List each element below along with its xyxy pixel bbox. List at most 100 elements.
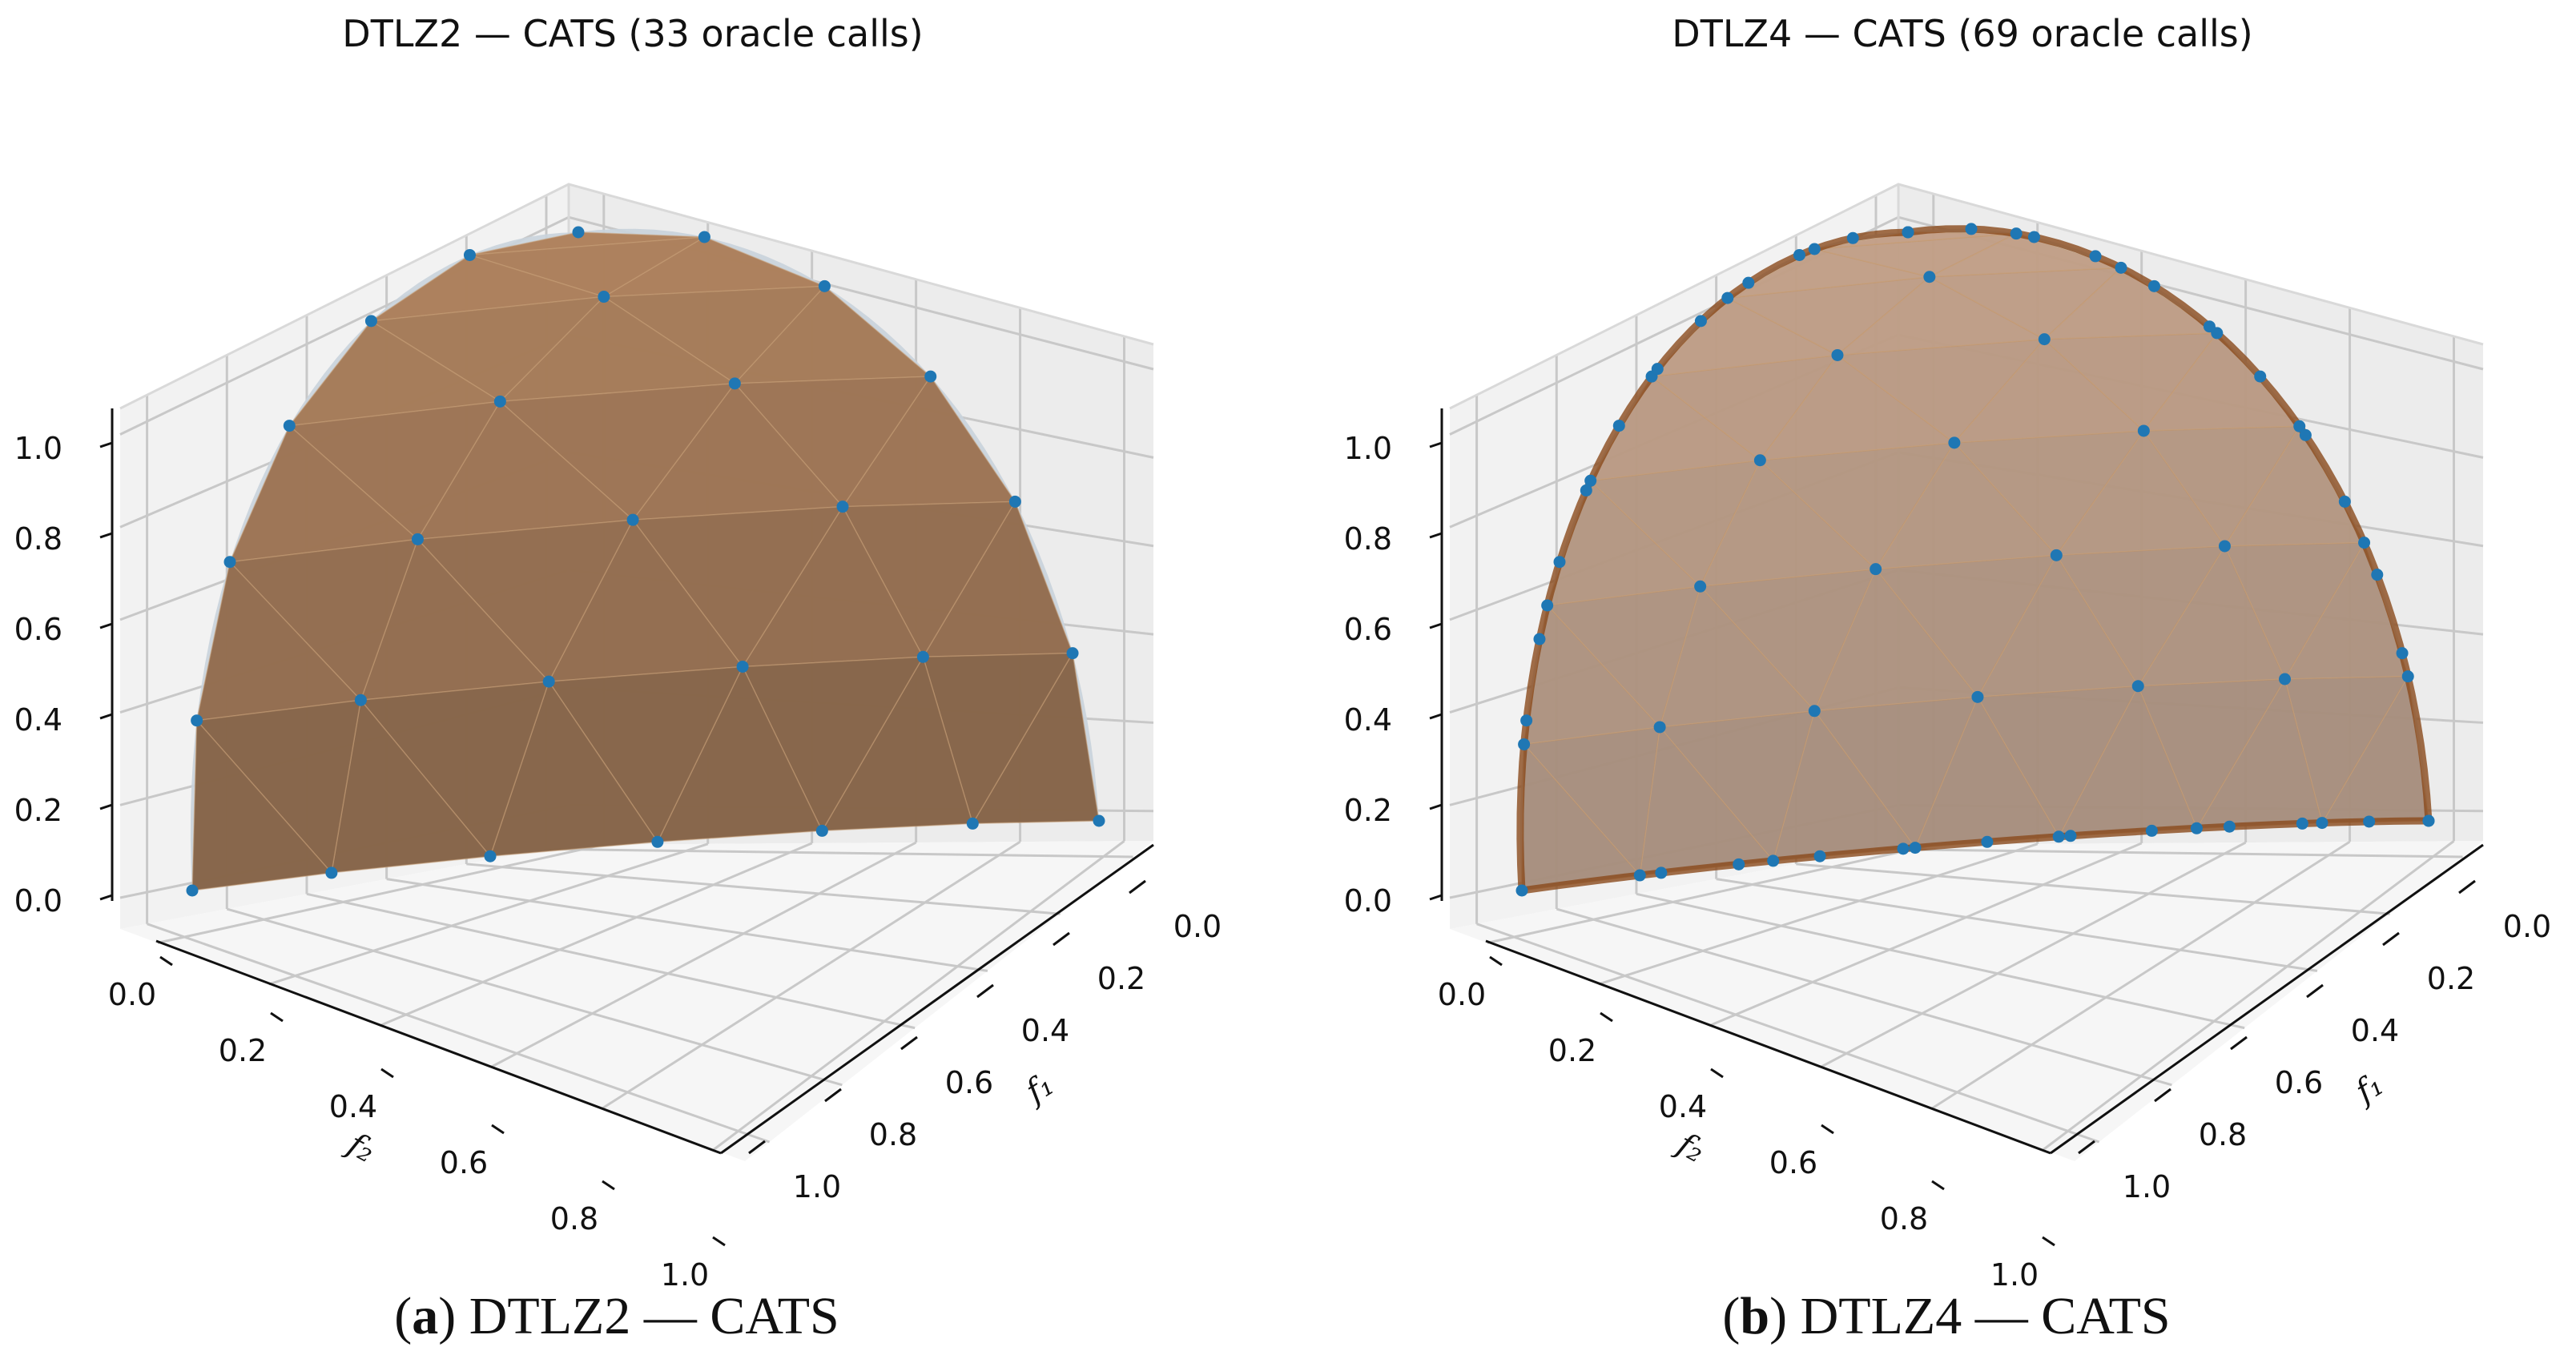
panel-b-f1-tick-mark (2154, 1088, 2171, 1103)
panel-b-data-point (1694, 580, 1707, 593)
panel-b-data-point (1897, 842, 1910, 855)
panel-a-z-tick-label: 0.6 (14, 612, 62, 647)
panel-b-data-point (1655, 866, 1668, 879)
panel-b-data-point (2254, 370, 2267, 383)
panel-b-data-point (1653, 721, 1666, 734)
panel-b-z-tick-label: 0.4 (1344, 702, 1392, 738)
panel-b-z-tick-label: 0.2 (1344, 793, 1392, 828)
panel-a-data-point (354, 694, 367, 706)
panel-a-z-tick-mark (99, 622, 113, 629)
panel-b-data-point (2052, 830, 2065, 843)
panel-b-data-point (2131, 680, 2144, 693)
panel-a-grid-line (147, 923, 771, 1144)
panel-a-f2-axis-label: f₂ (340, 1125, 380, 1171)
panel-b-f1-tick-label: 1.0 (2123, 1169, 2171, 1204)
panel-b-f1-tick-label: 0.8 (2199, 1117, 2247, 1152)
panel-a-data-point (542, 675, 555, 688)
panel-a-data-point (325, 866, 338, 879)
panel-b-data-point (2218, 540, 2231, 553)
panel-a-grid-line (545, 847, 1133, 858)
panel-a-data-point (191, 714, 203, 727)
panel-b-data-point (1808, 243, 1821, 255)
panel-a-f2-tick-label: 0.4 (329, 1089, 377, 1124)
panel-a-data-point (966, 817, 979, 830)
panel-b-z-tick-mark (1429, 894, 1443, 901)
panel-a-grid-line (602, 840, 1021, 1110)
panel-b-f1-tick-mark (2382, 931, 2400, 947)
panel-a-f2-axis-line (155, 939, 722, 1155)
panel-b-data-point (1909, 842, 1922, 854)
panel-b-data-point (2278, 673, 2291, 686)
panel-a-data-point (626, 513, 639, 526)
panel-b-data-point (1694, 315, 1707, 328)
panel-b-f2-tick-mark (1931, 1180, 1945, 1191)
panel-b-data-point (1767, 854, 1780, 867)
panel-b-f2-axis-label: f₂ (1669, 1125, 1710, 1171)
panel-a-data-point (815, 824, 828, 837)
panel-b-data-point (1813, 850, 1826, 862)
panel-b-z-tick-label: 1.0 (1344, 431, 1392, 466)
panel-b-data-point (2396, 647, 2409, 660)
panel-a-z-tick-mark (99, 803, 113, 810)
panel-b-data-point (2422, 814, 2435, 827)
panel-b-data-point (2338, 495, 2351, 508)
panel-b-grid-line (1476, 923, 2100, 1144)
panel-a-f2-tick-label: 0.2 (219, 1033, 267, 1068)
panel-b-data-point (1520, 714, 1533, 727)
panel-b-data-point (2401, 670, 2414, 683)
panel-a-f2-tick-mark (491, 1124, 505, 1135)
panel-b-data-point (1633, 869, 1646, 882)
panel-b-z-tick-mark (1429, 441, 1443, 448)
panel-a-grid-line (379, 842, 813, 1027)
panel-a-data-point (916, 650, 929, 663)
panel-b-f1-tick-mark (2078, 1140, 2095, 1155)
panel-b-f2-tick-label: 0.8 (1880, 1201, 1928, 1236)
panel-a-f1-tick-label: 0.6 (945, 1065, 993, 1100)
panel-b-data-point (2316, 817, 2328, 830)
panel-a-f2-tick-label: 0.6 (440, 1145, 488, 1180)
panel-a-grid-line (386, 878, 988, 972)
panel-b-data-point (2299, 428, 2312, 441)
panel-b-data-point (1584, 474, 1597, 487)
panel-b-f2-tick-mark (1489, 955, 1503, 967)
panel-b-data-point (2296, 817, 2308, 830)
panel-b-grid-line (1487, 843, 1934, 944)
panel-b-data-point (1923, 271, 1936, 283)
panel-b-f1-tick-label: 0.4 (2351, 1013, 2399, 1048)
panel-a-f2-tick-label: 0.0 (108, 977, 156, 1012)
panel-a-data-point (698, 231, 710, 243)
panel-b-f1-tick-mark (2458, 879, 2476, 895)
panel-b-data-point (2147, 279, 2160, 292)
panel-b-f2-tick-label: 1.0 (1990, 1257, 2039, 1293)
panel-a-z-tick-mark (99, 441, 113, 448)
panel-b-data-point (1580, 484, 1592, 497)
panel-a-f1-tick-label: 0.4 (1021, 1013, 1069, 1048)
panel-b-data-point (2027, 231, 2040, 243)
panel-a-z-tick-label: 0.0 (14, 883, 62, 919)
panel-b-grid-line (1636, 892, 2245, 1030)
panel-b-data-point (1902, 226, 1914, 239)
panel-a-data-point (283, 420, 296, 432)
panel-b-grid-line (1875, 847, 2463, 858)
panel-a-data-point (493, 395, 506, 408)
panel-b-data-point (2038, 333, 2051, 346)
panel-b-f2-tick-label: 0.6 (1769, 1145, 1817, 1180)
panel-b: 0.0 0.2 0.4 0.6 0.8 1.0 0.0 0.2 0.4 0.6 0.8 1.0 0.0 0… (1344, 12, 2552, 1345)
panel-a-f1-tick-label: 0.2 (1097, 961, 1145, 996)
panel-b-z-tick-label: 0.8 (1344, 521, 1392, 557)
panel-a-grid-line (268, 842, 709, 986)
panel-b-data-point (2050, 549, 2063, 561)
panel-a-f2-tick-mark (712, 1236, 726, 1247)
panel-b-z-tick-mark (1429, 532, 1443, 539)
panel-b-data-point (1948, 436, 1961, 449)
panel-a-grid-line (306, 892, 916, 1030)
panel-b-z-tick-mark (1429, 622, 1443, 629)
panel-b-f2-tick-mark (2042, 1236, 2055, 1247)
panel-a-title: DTLZ2 — CATS (33 oracle calls) (342, 12, 923, 55)
panel-b-grid-line (1820, 841, 2247, 1068)
panel-a-z-tick-label: 0.2 (14, 793, 62, 828)
panel-a-f2-tick-mark (270, 1011, 284, 1023)
panel-a-data-point (836, 501, 849, 513)
panel-a-f1-tick-mark (748, 1140, 766, 1155)
